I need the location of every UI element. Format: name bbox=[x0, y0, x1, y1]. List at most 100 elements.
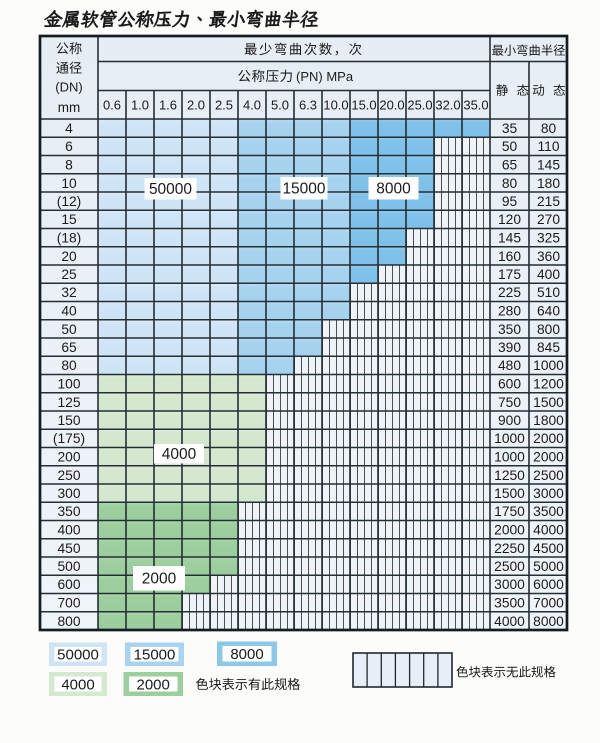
svg-text:20.0: 20.0 bbox=[379, 98, 404, 113]
svg-text:600: 600 bbox=[498, 377, 521, 392]
svg-text:510: 510 bbox=[537, 285, 560, 300]
svg-text:1000: 1000 bbox=[494, 450, 525, 465]
svg-text:325: 325 bbox=[537, 231, 560, 246]
svg-text:5000: 5000 bbox=[533, 559, 564, 574]
svg-text:845: 845 bbox=[537, 340, 560, 355]
svg-text:3500: 3500 bbox=[494, 596, 525, 611]
svg-text:(175): (175) bbox=[53, 431, 85, 446]
svg-text:390: 390 bbox=[498, 340, 521, 355]
svg-text:15: 15 bbox=[61, 212, 77, 227]
svg-text:4: 4 bbox=[65, 121, 73, 136]
svg-text:2.5: 2.5 bbox=[215, 98, 233, 113]
svg-text:3000: 3000 bbox=[494, 577, 525, 592]
svg-text:(PN) MPa: (PN) MPa bbox=[296, 69, 354, 84]
svg-text:65: 65 bbox=[61, 340, 77, 355]
svg-text:700: 700 bbox=[57, 596, 80, 611]
svg-text:25: 25 bbox=[61, 267, 77, 282]
svg-text:1.6: 1.6 bbox=[159, 98, 177, 113]
svg-text:400: 400 bbox=[57, 523, 80, 538]
svg-text:8000: 8000 bbox=[376, 181, 411, 198]
svg-text:1000: 1000 bbox=[494, 431, 525, 446]
svg-text:500: 500 bbox=[57, 559, 80, 574]
svg-text:32: 32 bbox=[61, 285, 76, 300]
svg-text:350: 350 bbox=[57, 504, 80, 519]
svg-text:280: 280 bbox=[498, 304, 521, 319]
svg-text:640: 640 bbox=[537, 304, 560, 319]
svg-text:180: 180 bbox=[537, 176, 560, 191]
svg-text:2000: 2000 bbox=[137, 676, 170, 693]
svg-text:5.0: 5.0 bbox=[271, 98, 289, 113]
svg-text:10.0: 10.0 bbox=[323, 98, 348, 113]
svg-text:1750: 1750 bbox=[494, 504, 525, 519]
svg-text:110: 110 bbox=[538, 139, 560, 154]
svg-text:6.3: 6.3 bbox=[299, 98, 317, 113]
svg-text:3000: 3000 bbox=[533, 486, 564, 501]
svg-text:50: 50 bbox=[61, 322, 77, 337]
svg-text:900: 900 bbox=[498, 413, 521, 428]
svg-text:215: 215 bbox=[537, 194, 560, 209]
svg-text:15000: 15000 bbox=[134, 647, 176, 664]
svg-text:750: 750 bbox=[498, 395, 521, 410]
svg-text:1800: 1800 bbox=[533, 413, 564, 428]
svg-text:2000: 2000 bbox=[494, 523, 525, 538]
svg-text:1000: 1000 bbox=[533, 358, 564, 373]
svg-text:2000: 2000 bbox=[533, 431, 564, 446]
svg-text:145: 145 bbox=[498, 231, 521, 246]
svg-text:125: 125 bbox=[57, 395, 80, 410]
svg-text:4000: 4000 bbox=[533, 523, 564, 538]
svg-text:1250: 1250 bbox=[494, 468, 525, 483]
svg-text:400: 400 bbox=[537, 267, 560, 282]
svg-text:8000: 8000 bbox=[533, 614, 564, 629]
svg-text:1200: 1200 bbox=[533, 377, 564, 392]
svg-text:3500: 3500 bbox=[533, 504, 564, 519]
svg-text:150: 150 bbox=[57, 413, 80, 428]
svg-text:95: 95 bbox=[502, 194, 518, 209]
svg-text:160: 160 bbox=[498, 249, 521, 264]
svg-text:450: 450 bbox=[57, 541, 80, 556]
svg-text:15000: 15000 bbox=[282, 181, 325, 198]
svg-text:40: 40 bbox=[61, 304, 77, 319]
svg-text:80: 80 bbox=[502, 176, 518, 191]
svg-text:35: 35 bbox=[502, 121, 518, 136]
svg-text:800: 800 bbox=[537, 322, 560, 337]
svg-text:80: 80 bbox=[61, 358, 77, 373]
svg-text:10: 10 bbox=[61, 176, 77, 191]
svg-text:250: 250 bbox=[57, 468, 80, 483]
svg-text:120: 120 bbox=[498, 212, 521, 227]
svg-text:25.0: 25.0 bbox=[407, 98, 432, 113]
svg-text:350: 350 bbox=[498, 322, 521, 337]
svg-text:200: 200 bbox=[57, 450, 80, 465]
svg-text:100: 100 bbox=[57, 377, 80, 392]
svg-text:4.0: 4.0 bbox=[243, 98, 261, 113]
svg-text:0.6: 0.6 bbox=[103, 98, 121, 113]
svg-text:2000: 2000 bbox=[142, 571, 177, 588]
svg-text:1500: 1500 bbox=[533, 395, 564, 410]
svg-text:mm: mm bbox=[58, 100, 81, 115]
svg-text:2.0: 2.0 bbox=[187, 98, 205, 113]
svg-text:4000: 4000 bbox=[494, 614, 525, 629]
svg-text:1500: 1500 bbox=[494, 486, 525, 501]
svg-text:8000: 8000 bbox=[230, 646, 263, 663]
svg-text:8: 8 bbox=[65, 158, 73, 173]
svg-text:50000: 50000 bbox=[57, 647, 99, 664]
svg-text:4000: 4000 bbox=[61, 676, 94, 693]
svg-text:1.0: 1.0 bbox=[131, 98, 149, 113]
svg-text:600: 600 bbox=[57, 577, 80, 592]
svg-text:800: 800 bbox=[57, 614, 80, 629]
svg-text:65: 65 bbox=[502, 158, 518, 173]
svg-text:2000: 2000 bbox=[533, 450, 564, 465]
svg-text:15.0: 15.0 bbox=[351, 98, 376, 113]
svg-text:(DN): (DN) bbox=[55, 80, 82, 95]
svg-text:35.0: 35.0 bbox=[463, 98, 488, 113]
svg-text:4000: 4000 bbox=[162, 446, 197, 463]
svg-text:360: 360 bbox=[537, 249, 560, 264]
svg-text:270: 270 bbox=[537, 212, 560, 227]
svg-text:6000: 6000 bbox=[533, 577, 564, 592]
svg-text:6: 6 bbox=[65, 139, 73, 154]
svg-text:80: 80 bbox=[541, 121, 557, 136]
svg-text:175: 175 bbox=[498, 267, 521, 282]
svg-text:300: 300 bbox=[57, 486, 80, 501]
svg-text:(12): (12) bbox=[57, 194, 82, 209]
svg-text:480: 480 bbox=[498, 358, 521, 373]
svg-text:145: 145 bbox=[537, 158, 560, 173]
